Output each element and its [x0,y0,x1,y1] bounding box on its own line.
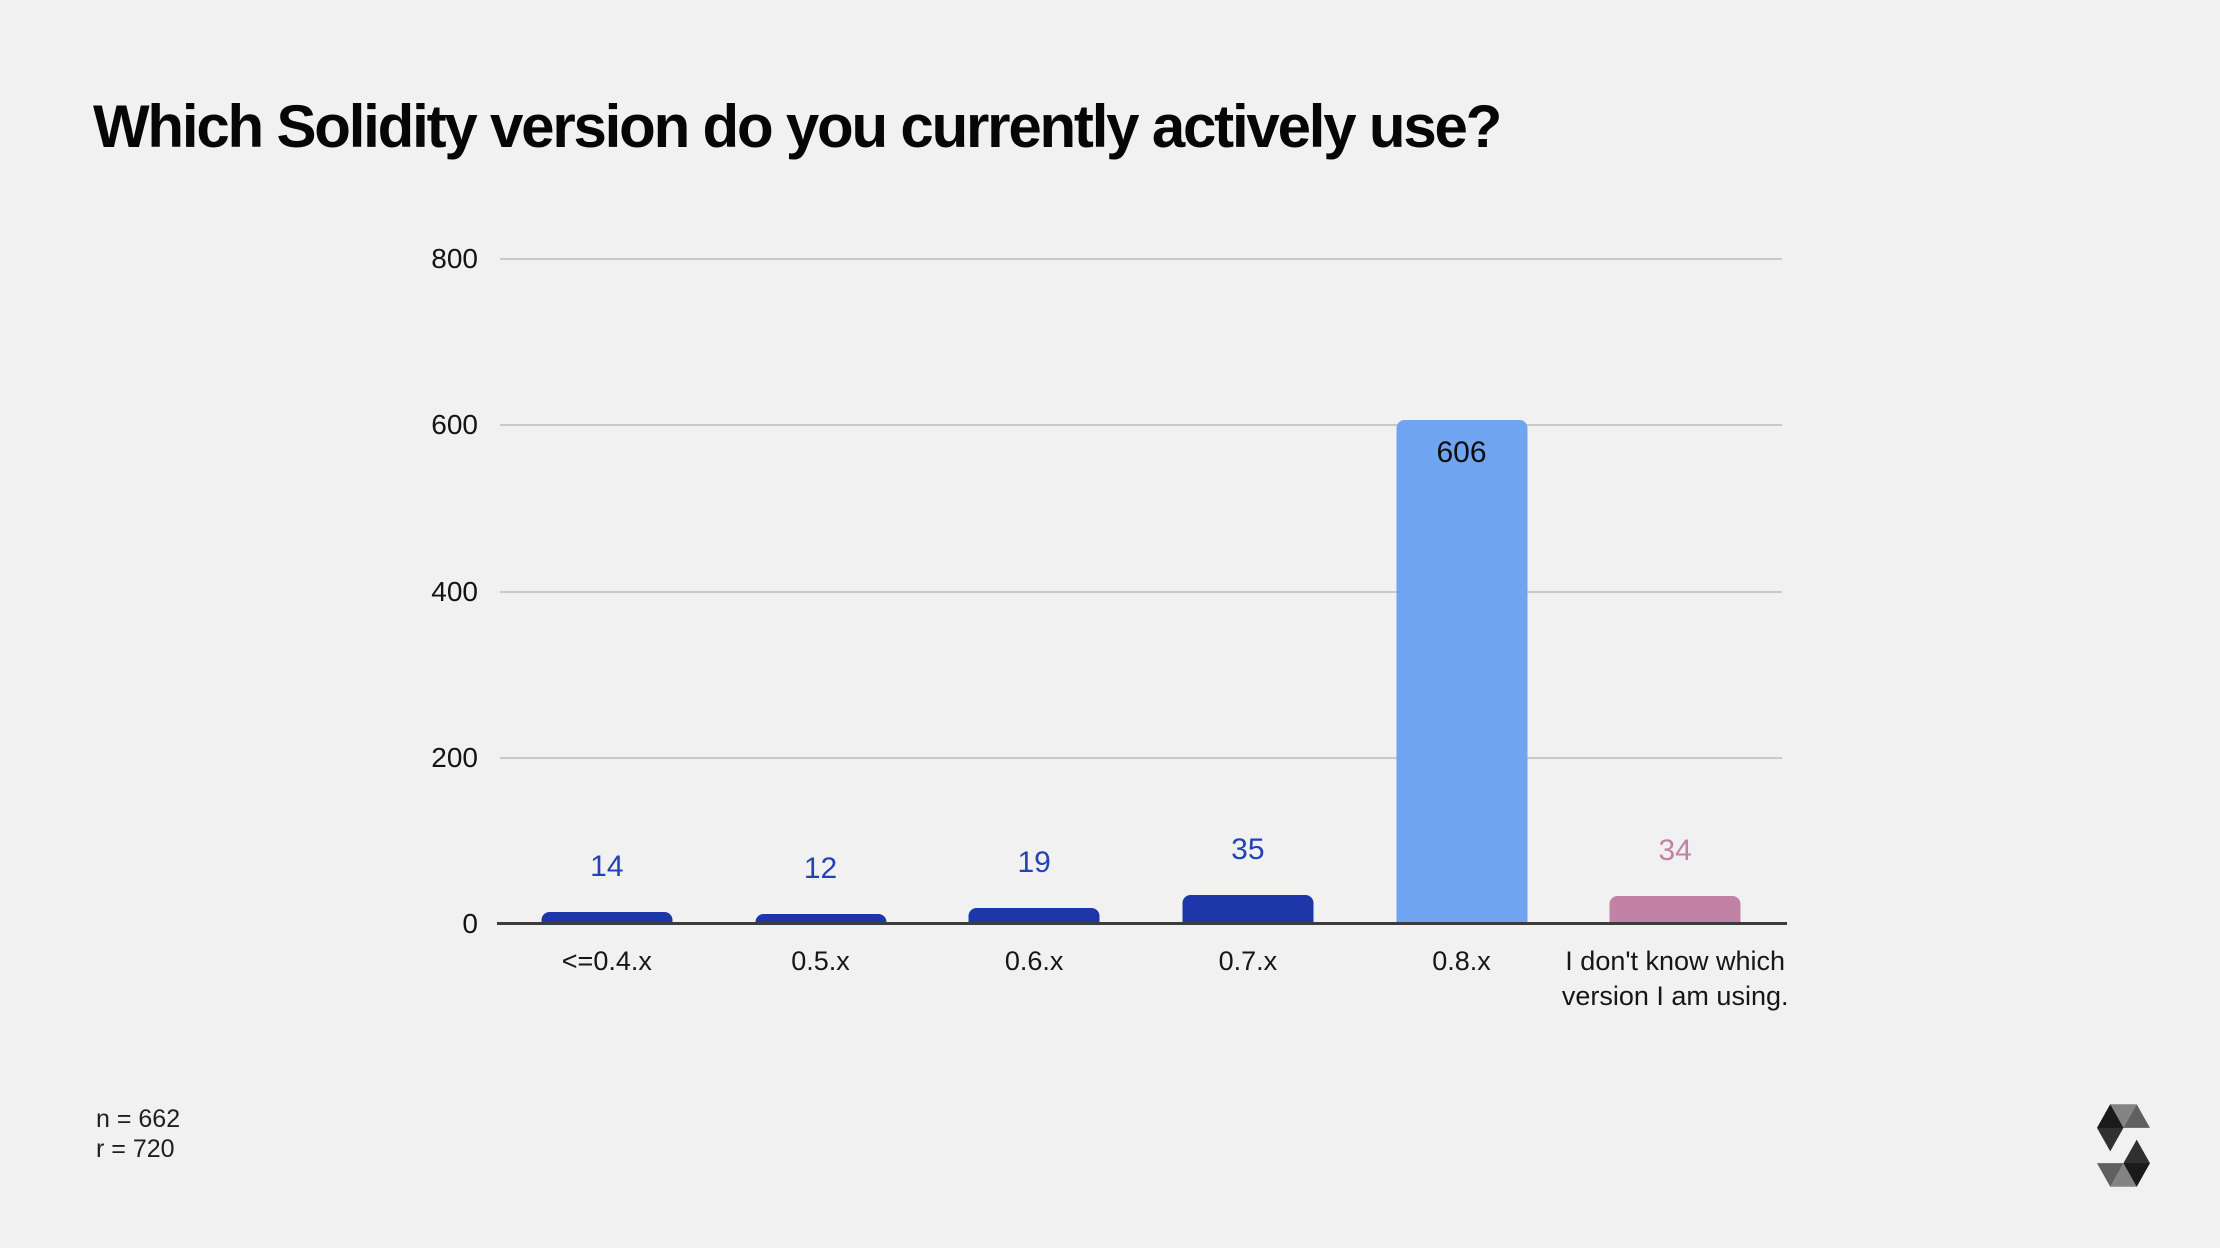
x-category-label: 0.8.x [1432,946,1491,976]
chart-title: Which Solidity version do you currently … [93,93,1502,160]
x-category-label: <=0.4.x [561,946,652,976]
y-tick-label-600: 600 [431,409,478,441]
bar-slot: 14 <=0.4.x [500,259,714,976]
bar-0.5.x [755,914,886,924]
y-tick-label-800: 800 [431,243,478,274]
plot-area: 14 <=0.4.x 12 0.5.x 19 0.6.x 35 0.7.x 606 0.8.x 34… [497,258,1789,1011]
x-category-label: 0.6.x [1004,946,1064,976]
bar-value-label: 19 [1017,846,1051,880]
footer-responses: r = 720 [96,1135,175,1163]
bar-slot: 12 0.5.x [714,259,928,976]
bar-value-label: 14 [590,850,624,884]
bar-value-label: 606 [1436,436,1487,470]
gridline-600 [500,424,1782,427]
x-axis-line [497,922,1787,925]
x-category-label: 0.5.x [791,946,850,976]
y-axis: 0 200 400 600 800 [0,243,478,939]
bar-0.6.x [968,908,1100,924]
x-category-label: I don't know which version I am using. [1561,946,1789,1011]
y-tick-label-0: 0 [462,908,478,939]
gridline-400 [500,590,1782,593]
gridline-800 [500,258,1782,260]
bar-slot: 606 0.8.x [1355,259,1569,976]
bar-slot: 19 0.6.x [927,259,1141,976]
bar-slot: 35 0.7.x [1141,259,1355,976]
gridline-200 [500,756,1782,759]
bar-value-label: 12 [803,852,838,886]
bar-slot: 34 I don't know which version I am using. [1562,259,1789,1011]
footer-sample-size: n = 662 [96,1105,181,1133]
solidity-logo-icon [2097,1104,2150,1187]
bar-value-label: 34 [1658,833,1692,867]
y-tick-label-400: 400 [431,575,478,607]
footer-stats: n = 662 r = 720 [96,1104,180,1164]
bar-I don't know which version I am using. [1609,895,1741,924]
y-tick-label-200: 200 [431,741,478,773]
bar-slots: 14 <=0.4.x 12 0.5.x 19 0.6.x 35 0.7.x 606 0.8.x 34… [500,259,1789,1011]
x-category-label: 0.7.x [1218,946,1278,976]
bar-<=0.4.x [541,912,673,924]
bar-0.7.x [1182,894,1314,924]
bar-0.8.x [1396,420,1528,924]
bar-value-label: 35 [1231,832,1265,866]
